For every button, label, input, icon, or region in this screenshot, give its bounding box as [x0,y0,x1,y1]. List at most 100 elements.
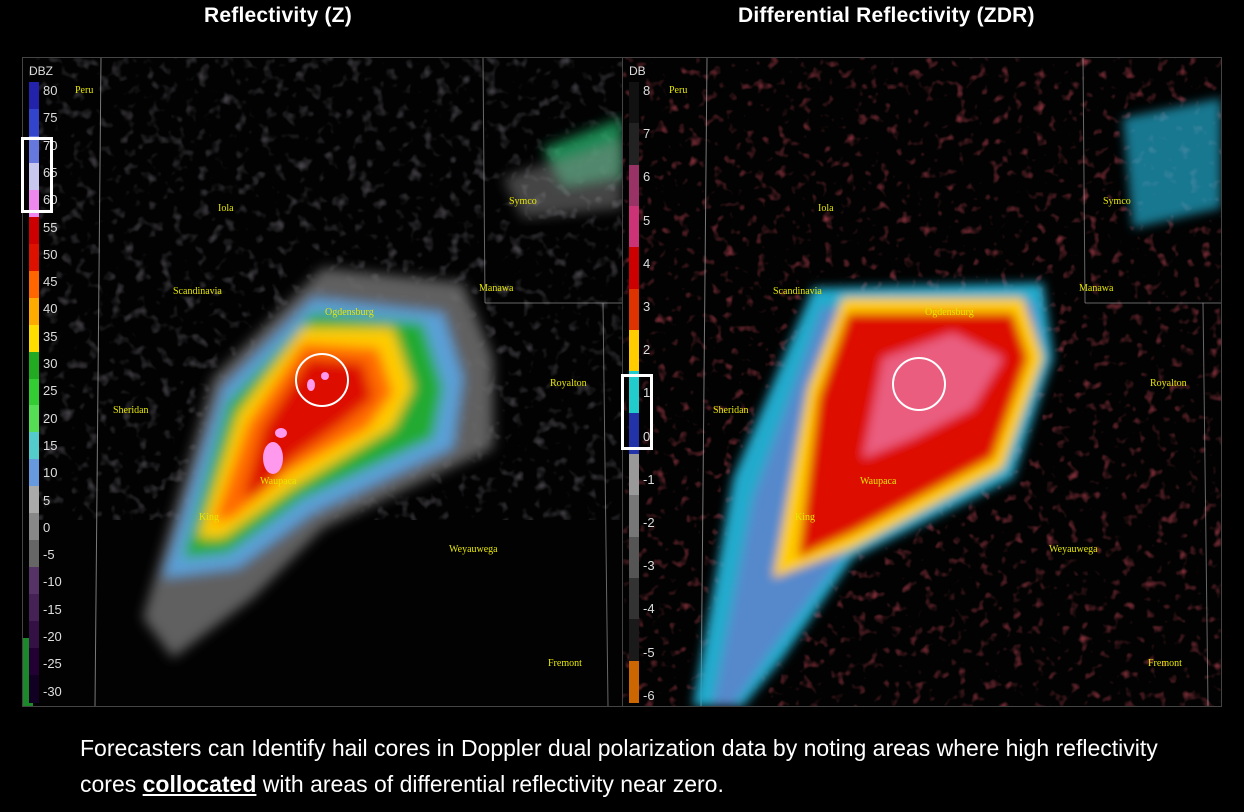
scale-tick-label: -20 [43,629,62,644]
scale-color-segment [629,412,639,455]
town-label: Waupaca [860,476,897,487]
reflectivity-radar-image [23,58,622,706]
town-label: Symco [509,196,537,207]
scale-tick-label: -4 [643,601,655,617]
scale-color-segment [29,108,39,137]
scale-tick-label: -25 [43,656,62,672]
scale-color-segment [29,243,39,272]
scale-color-segment [29,567,39,596]
reflectivity-radar-panel: DBZ 80 75 70 65 60 55 50 45 40 35 30 25 20 15 10 5 0 -5 -1… [22,57,623,707]
town-label: Waupaca [260,476,297,487]
hail-reflectivity-highlight [21,137,53,213]
scale-tick-label: 30 [43,356,58,371]
differential-reflectivity-radar-panel: DB 8 7 6 5 4 3 2 1 0 -1 -2 -3 -4 -5 -6 Peru Iola Symco… [622,57,1222,707]
scale-color-segment [29,432,39,461]
scale-color-segment [29,378,39,407]
scale-tick-label: -10 [43,574,62,590]
scale-color-segment [29,648,39,677]
scale-tick-label: 35 [43,328,58,344]
town-label: Symco [1103,196,1131,207]
scale-tick-label: -30 [43,683,62,699]
town-label: King [199,512,219,523]
town-label: Iola [218,203,234,214]
scale-color-segment [29,351,39,380]
scale-tick-label: 5 [643,212,651,228]
scale-color-segment [29,594,39,623]
scale-tick-label: 4 [643,255,651,271]
scale-color-segment [29,270,39,299]
scale-color-segment [629,247,639,290]
scale-color-segment [629,454,639,497]
scale-color-segment [629,660,639,703]
scale-color-segment [629,82,639,125]
scale-color-segment [29,405,39,434]
scale-tick-label: 3 [643,299,651,314]
town-label: Manawa [479,283,514,294]
scale-tick-label: -3 [643,558,655,574]
scale-tick-label: -2 [643,515,655,530]
town-label: Scandinavia [173,286,222,297]
scale-color-segment [29,621,39,650]
scale-tick-label: 80 [43,83,58,98]
scale-color-segment [29,135,39,164]
caption-part-2: with areas of differential reflectivity … [256,771,724,797]
town-label: Royalton [550,378,587,389]
scale-color-segment [629,619,639,662]
scale-color-segment [629,536,639,579]
scale-color-segment [629,495,639,538]
near-zero-zdr-highlight [621,374,653,450]
scale-color-segment [29,162,39,191]
town-label: Sheridan [113,405,149,416]
scale-color-segment [629,288,639,331]
scale-tick-label: 55 [43,219,58,235]
caption-part-1: Forecasters can Identify hail cores in D… [80,735,1158,797]
scale-tick-label: -6 [643,687,655,703]
scale-color-segment [29,675,39,703]
scale-tick-label: 2 [643,342,651,358]
town-label: Ogdensburg [325,307,374,318]
scale-tick-label: 75 [43,110,58,126]
town-label: Peru [669,85,688,96]
town-label: Peru [75,85,94,96]
scale-color-segment [29,540,39,569]
right-panel-title: Differential Reflectivity (ZDR) [738,4,1035,27]
scale-tick-label: 8 [643,83,651,98]
scale-tick-label: 45 [43,274,58,290]
town-label: Manawa [1079,283,1114,294]
zdr-unit-label: DB [629,64,646,78]
town-label: King [795,512,815,523]
zdr-radar-image [623,58,1221,706]
scale-color-segment [629,371,639,414]
scale-color-segment [629,330,639,373]
town-label: Fremont [1148,658,1182,669]
caption-emphasis: collocated [142,771,257,797]
scale-color-segment [29,189,39,218]
scale-tick-label: 6 [643,169,651,185]
scale-color-segment [629,164,639,207]
scale-tick-label: -5 [43,547,55,563]
scale-tick-label: 50 [43,246,58,262]
hail-core-marker [295,353,349,407]
scale-color-segment [29,216,39,245]
scale-tick-label: 25 [43,383,58,399]
scale-tick-label: -15 [43,601,62,617]
town-label: Weyauwega [449,544,498,555]
scale-color-segment [29,513,39,542]
town-label: Scandinavia [773,286,822,297]
scale-color-segment [629,206,639,249]
scale-color-segment [29,297,39,326]
scale-tick-label: 1 [643,385,651,401]
scale-tick-label: 20 [43,410,58,426]
scale-tick-label: -1 [643,471,655,487]
scale-tick-label: 15 [43,437,58,453]
town-label: Ogdensburg [925,307,974,318]
town-label: Sheridan [713,405,749,416]
scale-tick-label: 7 [643,126,651,142]
town-label: Iola [818,203,834,214]
scale-color-segment [629,578,639,621]
scale-tick-label: 40 [43,301,58,317]
scale-color-segment [29,459,39,488]
scale-tick-label: 5 [43,492,51,508]
scale-color-segment [29,324,39,353]
scale-color-segment [629,123,639,166]
